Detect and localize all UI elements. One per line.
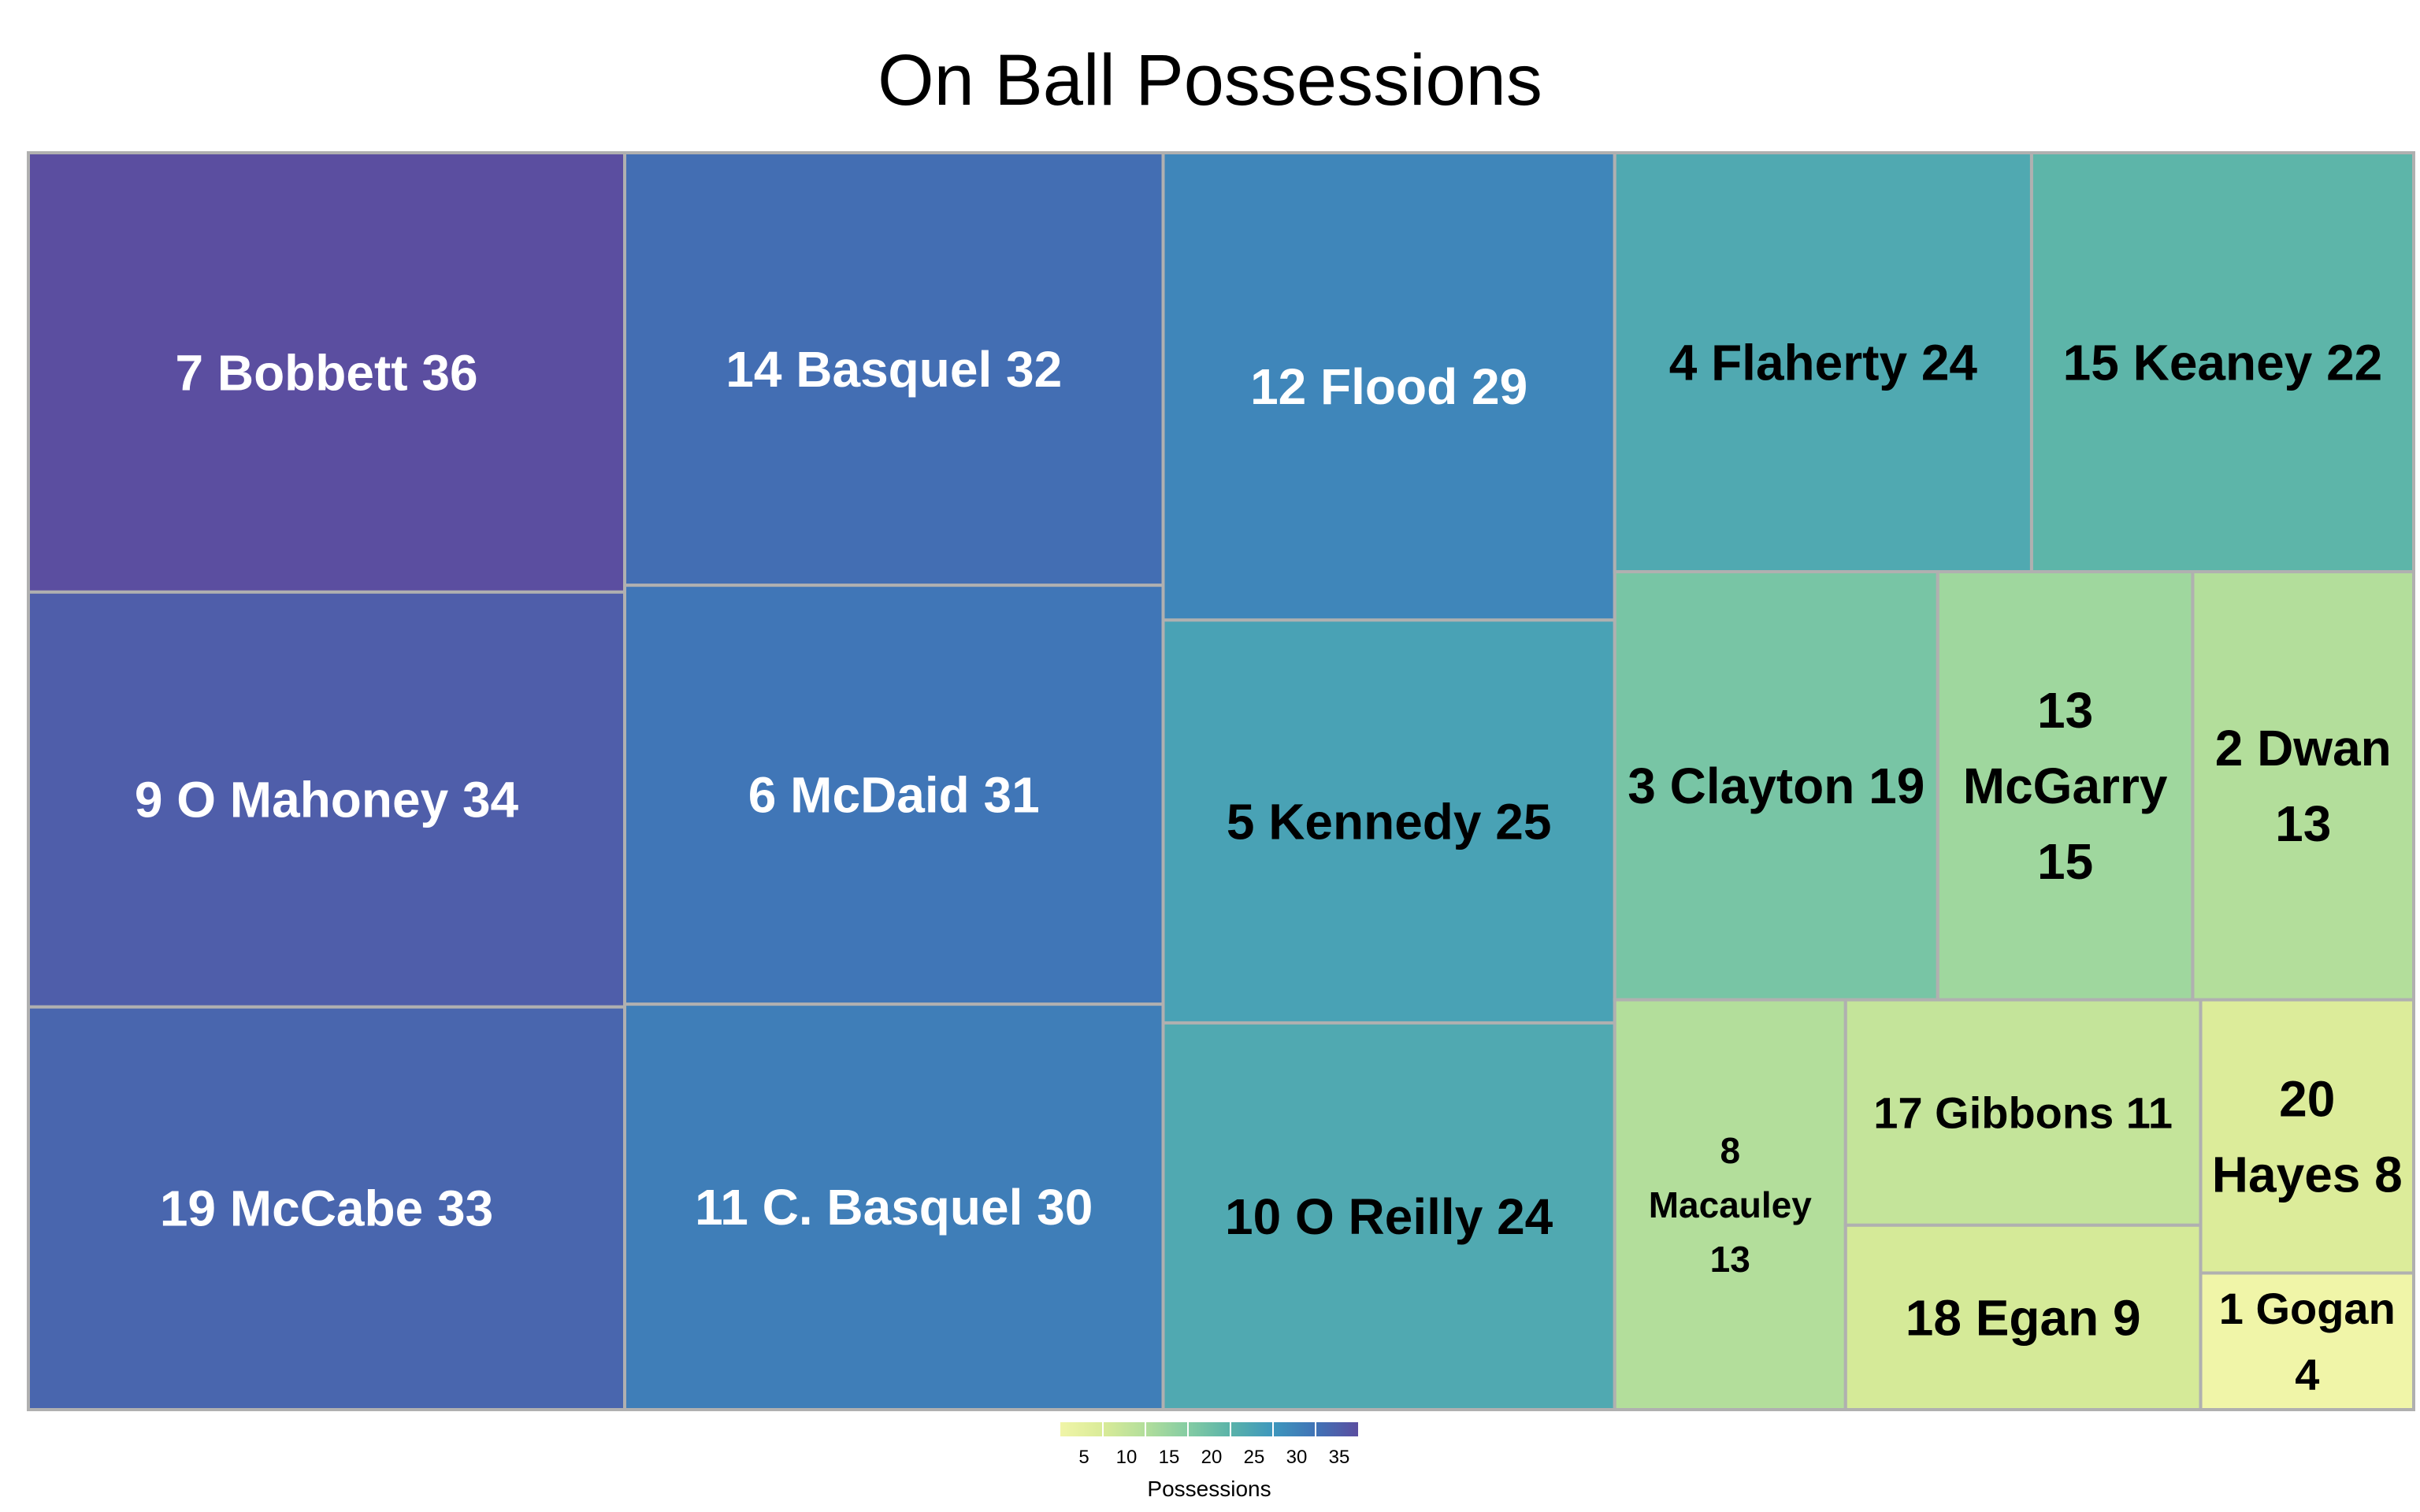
treemap-tile-rect [623,151,1165,587]
treemap-tile-label: 6 McDaid 31 [748,767,1040,824]
treemap-tile-label: 10 O Reilly 24 [1225,1188,1553,1245]
treemap-tile-label: 4 Flaherty 24 [1669,334,1978,391]
treemap-tile[interactable]: 11 C. Basquel 30 [623,1002,1165,1411]
chart-title: On Ball Possessions [878,40,1542,120]
treemap-tile-rect [1161,618,1616,1025]
legend-tick-label: 25 [1244,1447,1265,1468]
treemap-tile-rect [2191,570,2416,1002]
treemap-tile[interactable]: 2 Dwan 13 [2191,570,2416,1002]
treemap-tile-rect [623,1002,1165,1411]
legend-tick-label: 20 [1201,1447,1223,1468]
legend-tick-label: 35 [1329,1447,1350,1468]
treemap-tile-rect [1613,570,1939,1002]
treemap-tile-label: 7 Bobbett 36 [175,344,477,401]
legend-tick-label: 10 [1116,1447,1138,1468]
legend-title: Possessions [1147,1477,1271,1501]
color-legend: 5 10 15 20 25 30 35 Possessions [1060,1422,1358,1501]
treemap-tile[interactable]: 6 McDaid 31 [623,584,1165,1006]
treemap-tile-rect [27,590,626,1009]
treemap-tile-rect [1161,151,1616,622]
treemap-tiles: 7 Bobbett 36 9 O Mahoney 34 19 McCabe 33 14… [27,151,2416,1412]
treemap-tile-label: 1 Gogan 4 [2219,1284,2396,1399]
treemap-tile[interactable]: 12 Flood 29 [1161,151,1616,622]
treemap-tile-label: 18 Egan 9 [1906,1289,2141,1346]
treemap-tile-label: 11 C. Basquel 30 [695,1179,1093,1236]
treemap-tile[interactable]: 14 Basquel 32 [623,151,1165,587]
treemap-tile-label: 15 Keaney 22 [2063,334,2383,391]
legend-colorbar [1060,1422,1358,1436]
treemap-tile-label: 3 Clayton 19 [1628,758,1924,814]
treemap-tile[interactable]: 3 Clayton 19 [1613,570,1939,1002]
treemap-tile-label: 9 O Mahoney 34 [135,772,519,828]
treemap-tile-label: 8 Macauley 13 [1649,1130,1813,1280]
treemap-tile-label: 12 Flood 29 [1250,358,1527,415]
treemap-tile[interactable]: 10 O Reilly 24 [1161,1021,1616,1412]
treemap-tile[interactable]: 15 Keaney 22 [2029,151,2416,573]
treemap-tile-label: 2 Dwan 13 [2215,720,2392,852]
treemap-tile[interactable]: 8 Macauley 13 [1613,998,1847,1411]
treemap-tile-rect [1843,1223,2203,1411]
treemap-tile[interactable]: 18 Egan 9 [1843,1223,2203,1411]
treemap-tile[interactable]: 5 Kennedy 25 [1161,618,1616,1025]
treemap-tile-rect [27,151,626,594]
treemap-tile-rect [1161,1021,1616,1412]
treemap-tile-label: 14 Basquel 32 [726,341,1062,398]
legend-tick-label: 30 [1286,1447,1308,1468]
treemap-tile-label: 19 McCabe 33 [160,1180,493,1237]
treemap-tile-rect [2199,998,2415,1275]
legend-tick-label: 5 [1078,1447,1089,1468]
treemap-tile-label: 5 Kennedy 25 [1227,794,1552,850]
treemap-tile[interactable]: 13 McGarry 15 [1936,570,2195,1002]
treemap-tile-rect [27,1005,626,1411]
treemap-tile-label: 20 Hayes 8 [2212,1070,2403,1203]
treemap-tile-label: 13 McGarry 15 [1963,682,2168,890]
treemap-tile[interactable]: 17 Gibbons 11 [1843,998,2203,1227]
treemap-tile-rect [1613,998,1847,1411]
treemap-tile-rect [1936,570,2195,1002]
treemap-tile-label: 17 Gibbons 11 [1873,1088,2173,1137]
treemap-tile[interactable]: 7 Bobbett 36 [27,151,626,594]
treemap-tile[interactable]: 4 Flaherty 24 [1613,151,2033,573]
treemap-tile[interactable]: 19 McCabe 33 [27,1005,626,1411]
treemap-tile-rect [2199,1271,2415,1411]
treemap-tile[interactable]: 20 Hayes 8 [2199,998,2415,1275]
treemap-tile[interactable]: 9 O Mahoney 34 [27,590,626,1009]
legend-tick-label: 15 [1159,1447,1180,1468]
treemap-tile-rect [1613,151,2033,573]
treemap-tile[interactable]: 1 Gogan 4 [2199,1271,2415,1411]
